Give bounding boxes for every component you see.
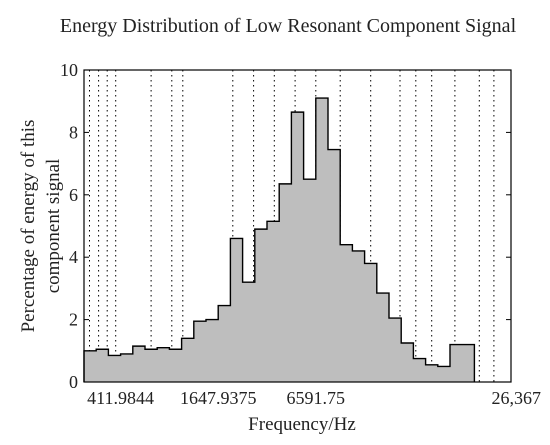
x-tick-label: 26,367 (492, 388, 542, 408)
y-axis-label-line-1: Percentage of energy of this (18, 120, 39, 333)
bar-bin-8 (181, 338, 195, 382)
bar-bin-27 (413, 358, 426, 382)
histogram-outline (83, 97, 476, 382)
bar-bin-18 (303, 179, 317, 382)
bar-bin-17 (291, 112, 304, 383)
bar-bin-26 (401, 343, 414, 382)
bar-bin-29 (437, 366, 451, 382)
bar-bin-23 (364, 263, 378, 382)
x-axis: 411.9844 1647.9375 6591.75 26,367 (87, 388, 541, 408)
y-tick-label: 8 (69, 122, 78, 142)
bar-bin-21 (340, 244, 353, 382)
bar-bin-10 (206, 319, 219, 382)
bar-bin-22 (352, 250, 365, 382)
bar-bin-7 (169, 349, 182, 382)
bar-bin-24 (376, 293, 390, 382)
bar-bin-31 (462, 344, 475, 382)
bar-bin-16 (279, 183, 292, 382)
plot-frame (83, 69, 512, 383)
bar-bin-25 (389, 318, 402, 382)
bar-bin-2 (108, 355, 121, 382)
bar-bin-3 (120, 353, 134, 382)
bar-bin-11 (218, 305, 231, 382)
y-tick-label: 6 (69, 185, 78, 205)
bar-bin-6 (157, 347, 170, 382)
bar-bin-13 (242, 282, 256, 382)
chart-title: Energy Distribution of Low Resonant Comp… (60, 15, 517, 37)
y-axis-label-line-2: component signal (43, 159, 64, 294)
bar-bin-4 (132, 346, 146, 382)
bar-bin-30 (450, 344, 463, 382)
y-axis: 0 2 4 6 8 10 (60, 60, 511, 392)
x-tick-label: 6591.75 (287, 388, 346, 408)
bar-bin-19 (315, 98, 329, 382)
x-tick-label: 411.9844 (87, 388, 154, 408)
bar-bin-9 (193, 321, 207, 382)
bar-bin-1 (96, 349, 109, 382)
histogram-bars (83, 97, 476, 383)
bar-bin-12 (230, 238, 243, 382)
y-tick-label: 0 (69, 372, 78, 392)
bar-bin-28 (425, 364, 439, 382)
bar-bin-15 (267, 221, 280, 382)
x-tick-label: 1647.9375 (180, 388, 257, 408)
y-tick-label: 4 (69, 247, 78, 267)
bar-bin-0 (84, 350, 97, 382)
bar-bin-20 (328, 149, 341, 382)
bar-bin-14 (254, 229, 268, 382)
y-tick-label: 2 (69, 310, 78, 330)
bar-bin-5 (145, 349, 158, 382)
x-axis-label: Frequency/Hz (248, 414, 356, 435)
y-tick-label: 10 (60, 60, 78, 80)
